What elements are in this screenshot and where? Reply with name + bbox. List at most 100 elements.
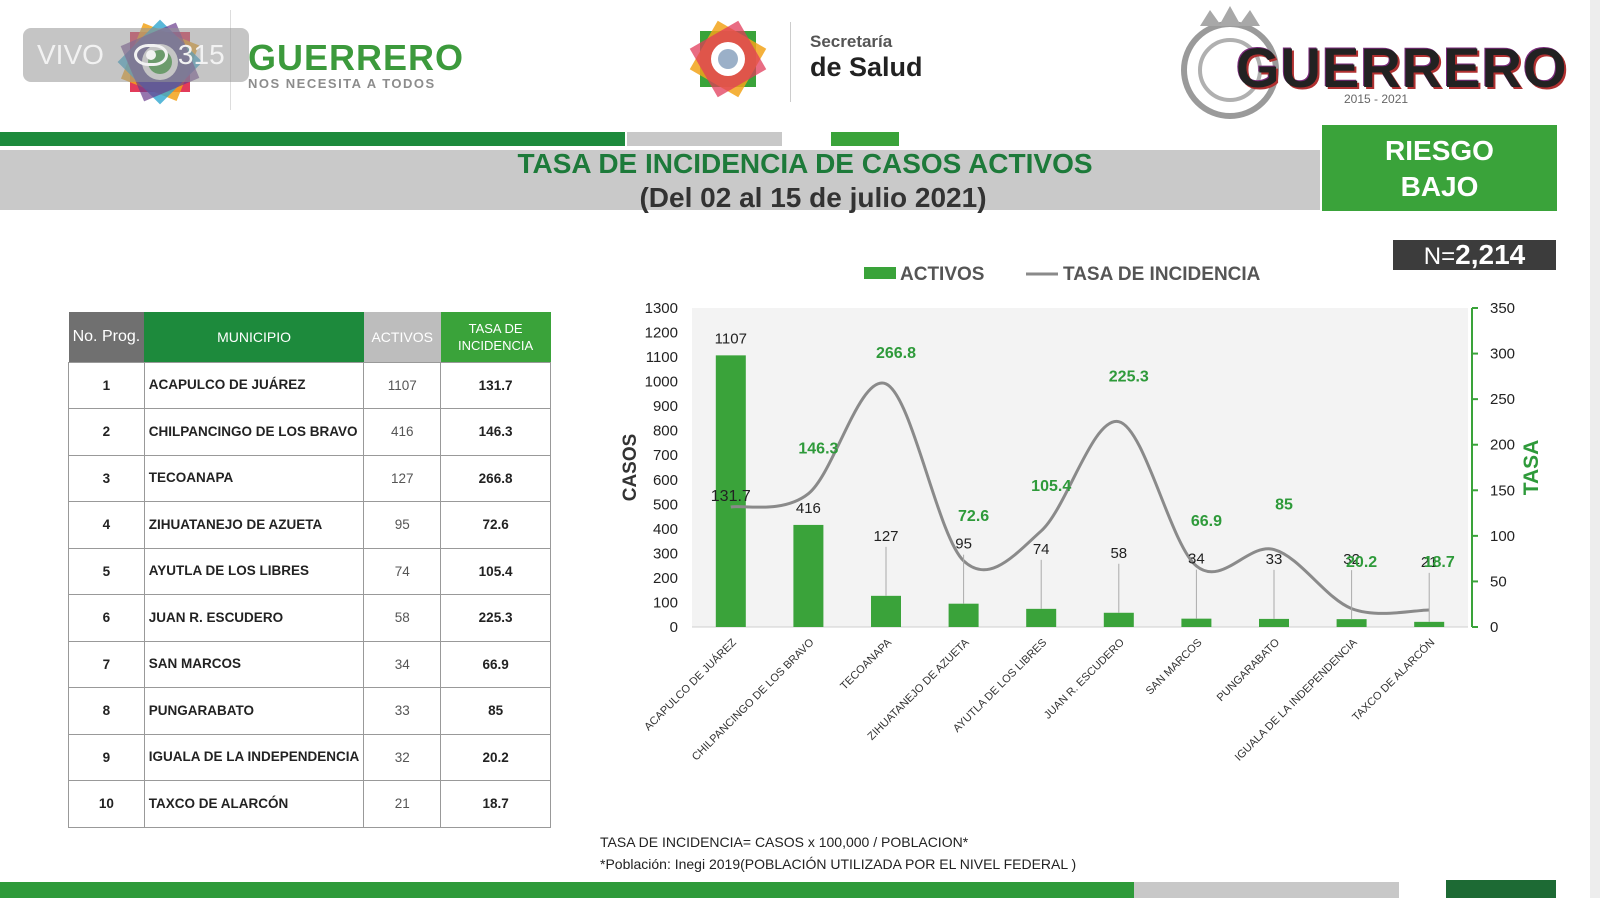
cell-tasa: 131.7 [440,361,551,409]
cell-tasa: 20.2 [440,733,551,781]
bar-value-label: 33 [1266,551,1283,568]
y-tick-label: 1100 [646,349,678,366]
y2-tick-label: 250 [1490,391,1515,408]
cell-tasa: 18.7 [440,780,551,828]
brand-right-years: 2015 - 2021 [1344,92,1409,106]
bar-value-label: 58 [1110,545,1127,562]
cell-no: 10 [68,780,145,828]
header-bar-accent [831,132,899,146]
cell-no: 7 [68,640,145,688]
y-tick-label: 300 [653,545,678,562]
cell-activos: 95 [363,501,442,549]
bar-value-label: 21 [1421,554,1438,571]
x-tick-label: PUNGARABATO [1215,636,1283,704]
total-prefix: N= [1423,243,1456,270]
y-tick-label: 0 [670,619,678,636]
table-row: 10 TAXCO DE ALARCÓN 21 18.7 [68,780,551,828]
cell-municipio: TAXCO DE ALARCÓN [143,780,365,828]
x-tick-label: TECOANAPA [838,636,894,692]
y-tick-label: 700 [653,447,678,464]
risk-level-badge: RIESGO BAJO [1322,125,1557,211]
bar-activos [1181,618,1212,627]
line-value-label: 266.8 [876,345,916,362]
cell-tasa: 66.9 [440,640,551,688]
cell-municipio: TECOANAPA [143,454,365,502]
footnote-formula: TASA DE INCIDENCIA= CASOS x 100,000 / PO… [600,834,969,850]
bar-activos [1103,612,1134,627]
live-label: VIVO [37,39,104,70]
y2-tick-label: 350 [1490,300,1515,317]
x-tick-label: JUAN R. ESCUDERO [1042,636,1127,721]
header-bar-green [0,132,625,146]
cell-tasa: 225.3 [440,594,551,642]
bar-value-label: 416 [796,500,821,517]
line-value-label: 105.4 [1031,478,1071,495]
right-edge-strip [1590,0,1600,898]
header-bar-gray [627,132,782,146]
y2-tick-label: 300 [1490,346,1515,363]
line-value-label: 18.7 [1424,554,1455,571]
brand-left-name: GUERRERO [248,37,465,78]
bar-value-label: 32 [1343,551,1360,568]
header-tasa-line1: TASA DE [468,320,523,336]
legend-swatch-activos [864,267,896,279]
bar-activos [948,603,979,627]
cell-no: 8 [68,687,145,735]
cell-activos: 32 [363,733,442,781]
y-tick-label: 1200 [645,325,678,342]
chart-title: TASA DE INCIDENCIA DE CASOS ACTIVOS [517,148,1093,179]
x-tick-label: ACAPULCO DE JUÁREZ [642,636,740,734]
legend-label-activos: ACTIVOS [900,264,984,285]
header-tasa-line2: INCIDENCIA [458,337,534,353]
table-row: 1 ACAPULCO DE JUÁREZ 1107 131.7 [68,361,551,409]
cell-no: 2 [68,408,145,456]
cell-tasa: 72.6 [440,501,551,549]
y-tick-label: 100 [653,594,678,611]
cell-municipio: SAN MARCOS [143,640,365,688]
cell-municipio: CHILPANCINGO DE LOS BRAVO [143,408,365,456]
x-tick-label: IGUALA DE LA INDEPENDENCIA [1233,636,1360,763]
y-tick-label: 400 [653,521,678,538]
legend-label-tasa: TASA DE INCIDENCIA [1063,264,1261,285]
chart-subtitle: (Del 02 al 15 de julio 2021) [639,182,987,213]
brand-right-name: GUERRERO [1236,36,1568,99]
cell-tasa: 266.8 [440,454,551,502]
y-tick-label: 800 [653,423,678,440]
x-tick-label: CHILPANCINGO DE LOS BRAVO [690,636,817,763]
table-row: 5 AYUTLA DE LOS LIBRES 74 105.4 [68,547,551,595]
y-tick-label: 200 [653,570,678,587]
secretaria-line1: Secretaría [810,32,893,51]
line-value-label: 72.6 [958,508,989,525]
table-row: 9 IGUALA DE LA INDEPENDENCIA 32 20.2 [68,733,551,781]
cell-activos: 1107 [363,361,442,409]
y-tick-label: 500 [653,496,678,513]
eye-icon [133,44,168,66]
footnote-source: *Población: Inegi 2019(POBLACIÓN UTILIZA… [600,856,1077,872]
title-band [0,150,1320,210]
y-tick-label: 1000 [645,374,678,391]
cell-no: 3 [68,454,145,502]
line-value-label: 85 [1275,497,1293,514]
y2-tick-label: 0 [1490,619,1498,636]
line-value-label: 131.7 [711,488,751,505]
cell-tasa: 85 [440,687,551,735]
bar-activos [871,595,901,627]
risk-line1: RIESGO [1385,135,1494,166]
cell-activos: 58 [363,594,442,642]
header-tasa: TASA DE INCIDENCIA [440,312,551,362]
line-value-label: 66.9 [1191,513,1222,530]
live-viewers-badge: VIVO 315 [23,28,249,82]
y-tick-label: 600 [653,472,678,489]
header-no: No. Prog. [68,312,145,362]
y2-tick-label: 100 [1490,528,1515,545]
secretaria-salud-logo [689,20,767,98]
y2-tick-label: 150 [1490,482,1515,499]
line-value-label: 20.2 [1346,554,1377,571]
line-tasa [730,381,1430,615]
total-value: 2,214 [1455,239,1526,270]
viewer-count: 315 [177,39,225,70]
cell-tasa: 105.4 [440,547,551,595]
secretaria-salud-wordmark: Secretaría de Salud [810,32,923,83]
x-tick-label: AYUTLA DE LOS LIBRES [951,637,1049,735]
